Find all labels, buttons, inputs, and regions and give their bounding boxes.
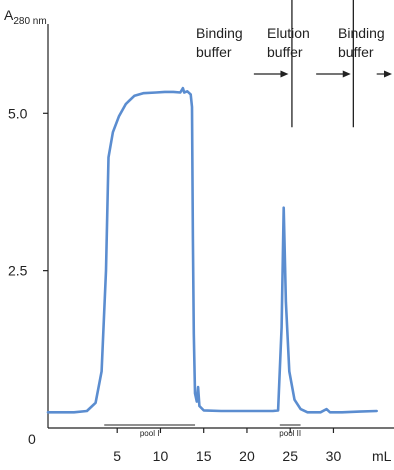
x-tick-label: 10 [153, 448, 169, 464]
y-axis-title-subscript: 280 nm [13, 16, 46, 27]
x-tick-label: 30 [326, 448, 342, 464]
buffer-label: Binding buffer [338, 25, 385, 60]
buffer-label: Elution buffer [267, 25, 310, 60]
buffer-arrow-head [280, 70, 289, 78]
buffer-arrow-head [384, 70, 392, 78]
buffer-label-line2: buffer [267, 44, 303, 60]
y-axis-title: A280 nm [4, 7, 47, 27]
y-tick-label: 5.0 [8, 105, 28, 121]
y-tick-group: 0 2.5 5.0 [8, 105, 48, 447]
buffer-label-line2: buffer [196, 44, 232, 60]
buffer-marker-group [253, 0, 392, 128]
x-tick-label: 25 [282, 448, 298, 464]
y-axis-title-main: A [4, 7, 14, 23]
buffer-label-line1: Elution [267, 25, 310, 41]
y-tick-label: 0 [28, 431, 36, 447]
buffer-arrow-head [342, 70, 351, 78]
buffer-label-line1: Binding [196, 25, 243, 41]
pool-label: pool I [140, 429, 160, 438]
x-tick-label: 15 [196, 448, 212, 464]
buffer-label: Binding buffer [196, 25, 243, 60]
x-tick-group: 5 10 15 20 25 30 [113, 428, 341, 464]
pool-group: pool I pool II [104, 424, 301, 438]
buffer-label-line2: buffer [338, 44, 374, 60]
absorbance-trace-line [46, 86, 378, 414]
buffer-label-line1: Binding [338, 25, 385, 41]
x-tick-label: 5 [113, 448, 121, 464]
x-tick-label: 20 [239, 448, 255, 464]
pool-label: pool II [279, 429, 301, 438]
y-tick-label: 2.5 [8, 263, 28, 279]
x-axis-unit: mL [372, 448, 392, 464]
buffer-label-group: Binding buffer Elution buffer Binding buffer [196, 25, 385, 60]
